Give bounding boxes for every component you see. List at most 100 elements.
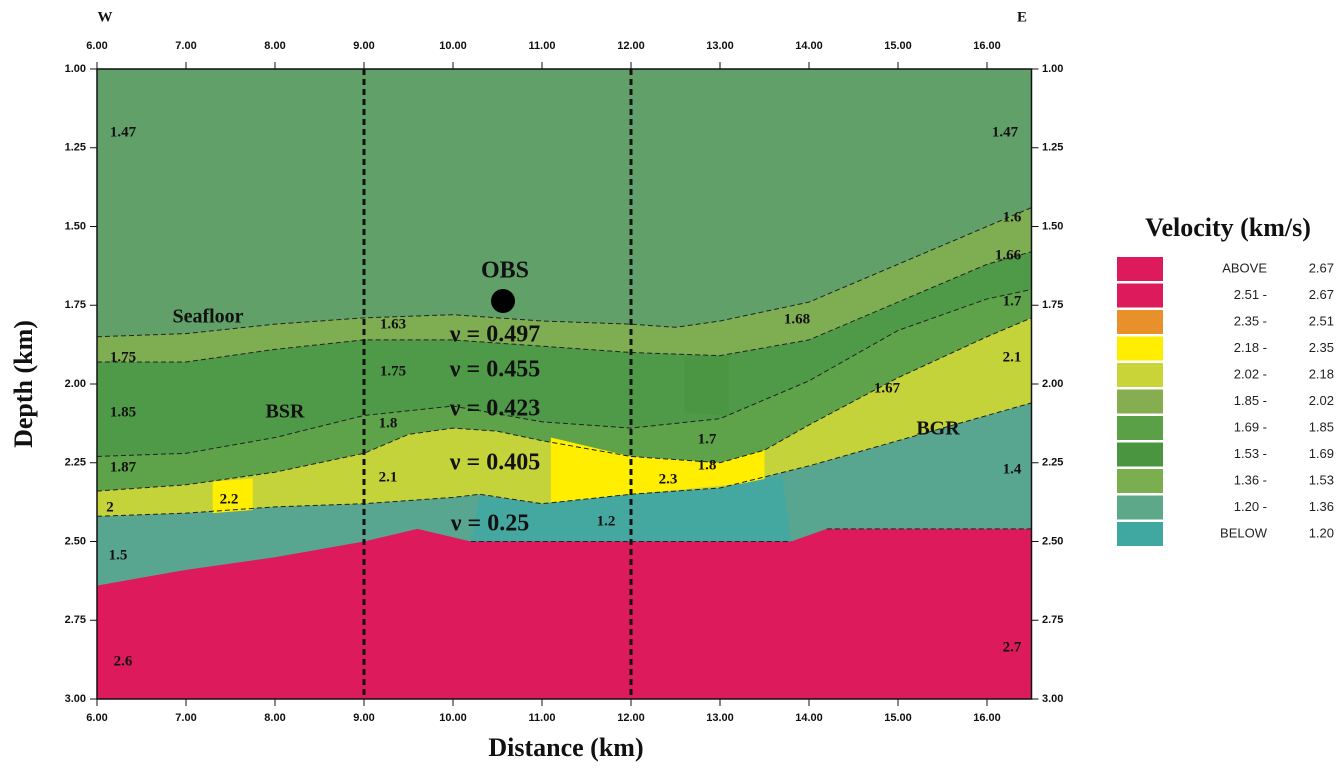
legend-range-from: 2.51 - <box>1234 287 1267 302</box>
annotation: 1.68 <box>784 311 810 327</box>
legend-range-to: 1.85 <box>1309 419 1334 434</box>
y-tick-label: 1.25 <box>1042 142 1063 154</box>
x-tick-label: 16.00 <box>973 712 1001 724</box>
annotation: 1.2 <box>597 513 616 529</box>
legend-swatch <box>1117 416 1163 440</box>
annotation: 1.7 <box>698 431 717 447</box>
y-tick-label: 1.00 <box>65 63 86 75</box>
annotation: BSR <box>266 401 305 423</box>
y-tick-label: 2.00 <box>1042 378 1063 390</box>
annotation: 2.1 <box>379 469 398 485</box>
annotation: OBS <box>481 258 529 284</box>
x-tick-label: 16.00 <box>973 40 1001 52</box>
annotation: ν = 0.25 <box>450 511 529 537</box>
obs-marker <box>491 289 515 313</box>
legend-range-to: 1.53 <box>1309 472 1334 487</box>
legend-range-to: 1.20 <box>1309 525 1334 540</box>
x-tick-label: 15.00 <box>884 712 912 724</box>
legend-range-from: 2.18 - <box>1234 340 1267 355</box>
y-tick-label: 1.00 <box>1042 63 1063 75</box>
legend-swatch <box>1117 363 1163 387</box>
legend-swatch <box>1117 390 1163 414</box>
annotation: W <box>98 9 113 25</box>
legend-swatch <box>1117 522 1163 546</box>
x-tick-label: 8.00 <box>264 712 285 724</box>
x-tick-label: 10.00 <box>439 712 467 724</box>
x-tick-label: 7.00 <box>175 40 196 52</box>
y-tick-label: 2.75 <box>1042 614 1063 626</box>
y-tick-label: 1.25 <box>65 142 86 154</box>
annotation: 2.7 <box>1003 639 1022 655</box>
legend-range-from: 1.53 - <box>1234 446 1267 461</box>
annotation: 2.2 <box>220 491 239 507</box>
x-tick-label: 6.00 <box>86 40 107 52</box>
x-tick-label: 8.00 <box>264 40 285 52</box>
annotation: 1.67 <box>874 380 901 396</box>
annotation: 1.5 <box>109 547 128 563</box>
legend-range-from: BELOW <box>1220 525 1268 540</box>
x-tick-label: 6.00 <box>86 712 107 724</box>
x-tick-label: 7.00 <box>175 712 196 724</box>
annotation: 2 <box>106 499 114 515</box>
annotation: 1.4 <box>1003 461 1022 477</box>
annotation: 1.85 <box>110 404 136 420</box>
legend-swatch <box>1117 469 1163 493</box>
x-axis-title: Distance (km) <box>488 733 643 762</box>
legend-range-to: 2.18 <box>1309 366 1334 381</box>
legend-swatch <box>1117 337 1163 361</box>
y-axis-title: Depth (km) <box>9 320 38 448</box>
y-tick-label: 2.25 <box>1042 457 1063 469</box>
legend-range-to: 2.67 <box>1309 260 1334 275</box>
y-tick-label: 2.75 <box>65 614 86 626</box>
annotation: ν = 0.405 <box>449 450 540 476</box>
annotation: 2.1 <box>1003 349 1022 365</box>
annotation: 1.47 <box>992 124 1019 140</box>
legend-range-from: 2.02 - <box>1234 366 1267 381</box>
y-tick-label: 3.00 <box>1042 693 1063 705</box>
annotation: 1.6 <box>1003 209 1022 225</box>
y-tick-label: 2.50 <box>65 535 86 547</box>
y-tick-label: 2.00 <box>65 378 86 390</box>
legend-title: Velocity (km/s) <box>1145 213 1311 242</box>
annotation: 2.3 <box>659 471 678 487</box>
y-tick-label: 1.75 <box>1042 299 1063 311</box>
annotation: ν = 0.497 <box>449 322 540 348</box>
legend-range-from: 1.20 - <box>1234 499 1267 514</box>
x-tick-label: 14.00 <box>795 40 823 52</box>
chart: Distance (km) Depth (km) Velocity (km/s)… <box>0 0 1339 771</box>
annotation: 1.8 <box>379 415 398 431</box>
y-tick-label: 1.50 <box>1042 220 1063 232</box>
legend-range-to: 1.36 <box>1309 499 1334 514</box>
x-tick-label: 11.00 <box>529 40 556 52</box>
legend-range-from: 2.35 - <box>1234 313 1267 328</box>
annotation: 1.87 <box>110 459 137 475</box>
x-tick-label: 14.00 <box>795 712 823 724</box>
legend-range-from: 1.69 - <box>1234 419 1267 434</box>
annotation: 1.7 <box>1003 293 1022 309</box>
legend-swatch <box>1117 443 1163 467</box>
x-tick-label: 12.00 <box>617 712 645 724</box>
y-tick-label: 3.00 <box>65 693 86 705</box>
annotation: Seafloor <box>172 306 243 328</box>
legend-swatch <box>1117 496 1163 520</box>
x-tick-label: 13.00 <box>706 40 734 52</box>
y-tick-label: 1.75 <box>65 299 86 311</box>
x-tick-label: 9.00 <box>353 40 374 52</box>
annotation: 1.75 <box>380 363 406 379</box>
legend-range-to: 2.02 <box>1309 393 1334 408</box>
annotation: ν = 0.423 <box>449 396 540 422</box>
y-tick-label: 1.50 <box>65 220 86 232</box>
annotation: 1.66 <box>995 247 1022 263</box>
layer-patch <box>684 356 729 416</box>
y-tick-label: 2.25 <box>65 457 86 469</box>
legend-range-to: 2.51 <box>1309 313 1334 328</box>
legend-swatch <box>1117 284 1163 308</box>
annotation: 2.6 <box>114 653 133 669</box>
x-tick-label: 13.00 <box>706 712 734 724</box>
legend-range-to: 2.67 <box>1309 287 1334 302</box>
y-tick-label: 2.50 <box>1042 535 1063 547</box>
legend-range-to: 2.35 <box>1309 340 1334 355</box>
legend-range-from: 1.36 - <box>1234 472 1267 487</box>
annotation: 1.8 <box>698 457 717 473</box>
x-tick-label: 15.00 <box>884 40 912 52</box>
